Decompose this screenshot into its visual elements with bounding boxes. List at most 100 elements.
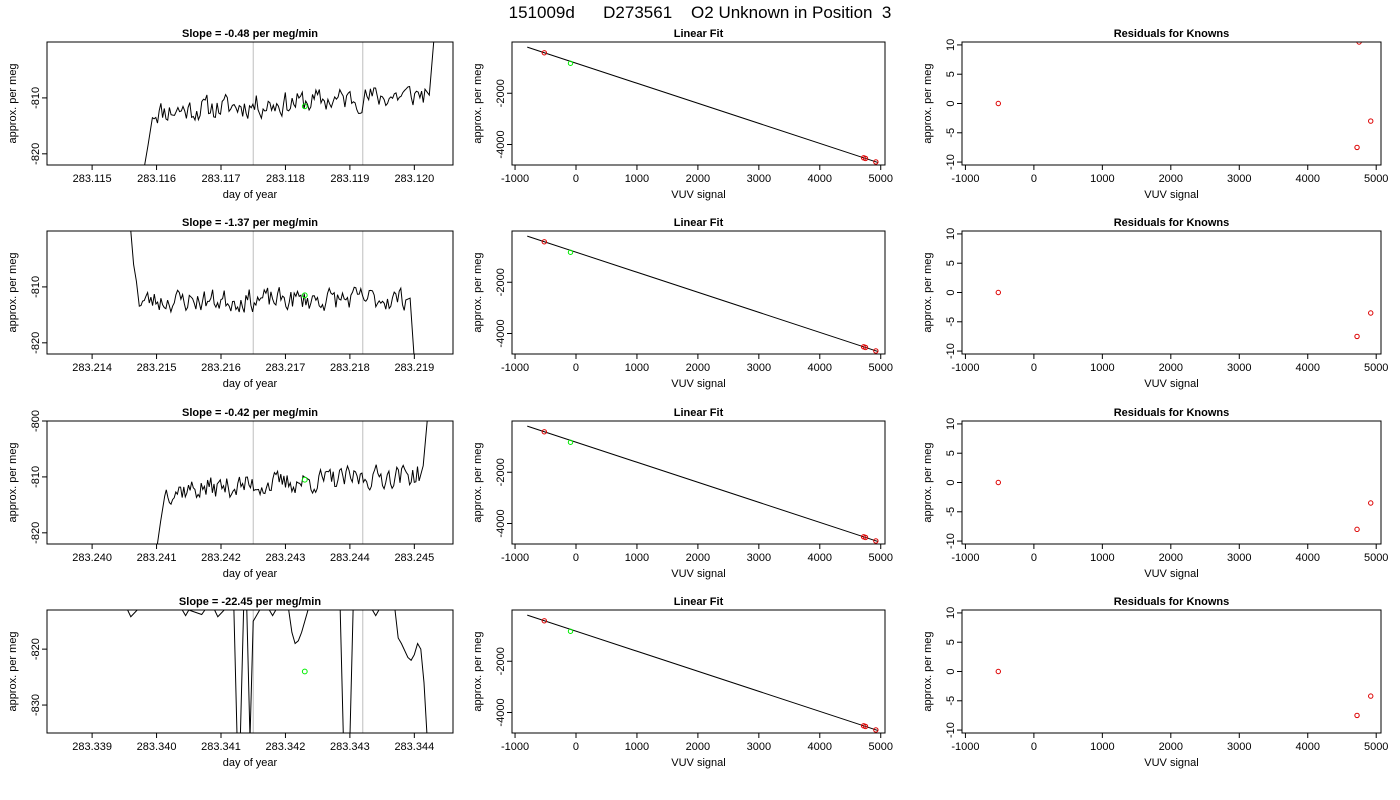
plot-frame <box>961 41 1382 166</box>
x-axis-label: day of year <box>223 568 278 580</box>
y-tick-label: 5 <box>945 260 957 266</box>
x-tick-label: 283.120 <box>394 173 434 185</box>
y-tick-label: 10 <box>945 607 957 619</box>
x-tick-label: 283.342 <box>266 741 306 753</box>
signal-trace <box>130 231 415 354</box>
x-axis-label: day of year <box>223 757 278 769</box>
plot-frame <box>46 420 454 545</box>
x-tick-label: -1000 <box>501 741 529 753</box>
y-tick-label: 0 <box>945 289 957 295</box>
x-tick-label: 0 <box>573 741 579 753</box>
x-axis-label: VUV signal <box>1144 757 1198 769</box>
x-tick-label: 1000 <box>1090 552 1114 564</box>
y-axis-label: approx. per meg <box>7 63 19 143</box>
x-tick-label: 4000 <box>1296 362 1320 374</box>
known-point <box>873 538 879 544</box>
x-tick-label: 0 <box>573 362 579 374</box>
x-tick-label: -1000 <box>501 552 529 564</box>
plot-frame <box>46 230 454 355</box>
panel-r1-c2: Linear Fit -1000 0 1000 2000 3000 4000 5000 -200… <box>472 28 893 201</box>
known-point <box>1368 310 1374 316</box>
y-axis-label: approx. per meg <box>472 631 484 711</box>
x-tick-label: 2000 <box>1159 173 1183 185</box>
y-tick-label: 10 <box>945 418 957 430</box>
x-tick-label: 0 <box>573 173 579 185</box>
x-tick-label: 2000 <box>686 552 710 564</box>
y-tick-label: -10 <box>945 154 957 170</box>
signal-trace-segment <box>339 610 344 733</box>
x-tick-label: -1000 <box>951 741 979 753</box>
x-tick-label: 0 <box>1031 741 1037 753</box>
panel-r2-c2: Linear Fit -1000 0 1000 2000 3000 4000 5000 -200… <box>472 217 893 390</box>
x-tick-label: -1000 <box>501 173 529 185</box>
x-tick-label: 283.244 <box>330 552 370 564</box>
y-axis-label: approx. per meg <box>472 442 484 522</box>
y-tick-label: 0 <box>945 100 957 106</box>
panel-title: Residuals for Knowns <box>1114 217 1230 229</box>
plot-area <box>527 425 879 544</box>
signal-trace-segment <box>233 610 245 733</box>
x-axis-label: VUV signal <box>671 757 725 769</box>
unknown-marker <box>301 476 308 483</box>
fit-line <box>527 46 878 163</box>
x-tick-label: 283.218 <box>330 362 370 374</box>
x-axis-label: day of year <box>223 189 278 201</box>
known-point <box>1354 712 1360 719</box>
y-tick-label: -2000 <box>495 268 507 296</box>
unknown-point <box>567 249 574 255</box>
panel-r3-c1: Slope = -0.42 per meg/min 283.240 283.241 2… <box>7 407 454 580</box>
y-tick-label: 5 <box>945 450 957 456</box>
x-tick-label: 5000 <box>868 741 892 753</box>
y-tick-label: -10 <box>945 533 957 549</box>
signal-trace-segment <box>268 610 277 617</box>
panel-title: Slope = -1.37 per meg/min <box>182 217 318 229</box>
plot-frame <box>961 230 1382 355</box>
x-tick-label: 4000 <box>808 741 832 753</box>
x-tick-label: 4000 <box>1296 552 1320 564</box>
plot-frame <box>511 41 886 166</box>
signal-trace <box>144 42 435 165</box>
y-tick-label: -2000 <box>495 79 507 107</box>
y-tick-label: -2000 <box>495 647 507 675</box>
x-tick-label: 0 <box>1031 362 1037 374</box>
y-tick-label: -5 <box>945 696 957 706</box>
signal-trace-segment <box>181 610 206 617</box>
x-tick-label: -1000 <box>951 552 979 564</box>
known-point <box>995 100 1001 107</box>
known-point <box>862 344 869 351</box>
x-tick-label: 283.340 <box>137 741 177 753</box>
y-tick-label: 10 <box>945 228 957 240</box>
fit-line <box>527 614 878 731</box>
y-axis-label: approx. per meg <box>472 63 484 143</box>
y-axis-label: approx. per meg <box>7 252 19 332</box>
panel-title: Slope = -0.42 per meg/min <box>182 407 318 419</box>
y-axis-label: approx. per meg <box>472 252 484 332</box>
panel-r4-c3: Residuals for Knowns -1000 0 1000 2000 3000 40… <box>922 596 1388 769</box>
figure-title: 151009d D273561 O2 Unknown in Position 3 <box>508 3 892 22</box>
known-point <box>862 534 869 541</box>
x-axis-label: VUV signal <box>1144 568 1198 580</box>
x-tick-label: 1000 <box>1090 741 1114 753</box>
plot-area <box>527 235 879 354</box>
x-tick-label: 4000 <box>808 552 832 564</box>
x-tick-label: 3000 <box>1227 173 1251 185</box>
x-tick-label: 5000 <box>868 173 892 185</box>
x-tick-label: 283.219 <box>394 362 434 374</box>
plot-area <box>995 42 1374 151</box>
known-point <box>873 727 879 733</box>
x-tick-label: 5000 <box>1364 552 1388 564</box>
panel-title: Slope = -0.48 per meg/min <box>182 28 318 40</box>
x-tick-label: -1000 <box>501 362 529 374</box>
x-tick-label: 2000 <box>1159 552 1183 564</box>
x-tick-label: -1000 <box>951 362 979 374</box>
x-tick-label: 2000 <box>1159 362 1183 374</box>
x-tick-label: 3000 <box>747 741 771 753</box>
x-tick-label: 1000 <box>625 741 649 753</box>
known-point <box>541 50 548 56</box>
known-point <box>995 668 1001 675</box>
known-point <box>541 618 548 624</box>
panel-title: Linear Fit <box>674 407 724 419</box>
y-tick-label: -4000 <box>495 698 507 726</box>
panel-r2-c3: Residuals for Knowns -1000 0 1000 2000 3000 40… <box>922 217 1388 390</box>
panel-title: Linear Fit <box>674 28 724 40</box>
